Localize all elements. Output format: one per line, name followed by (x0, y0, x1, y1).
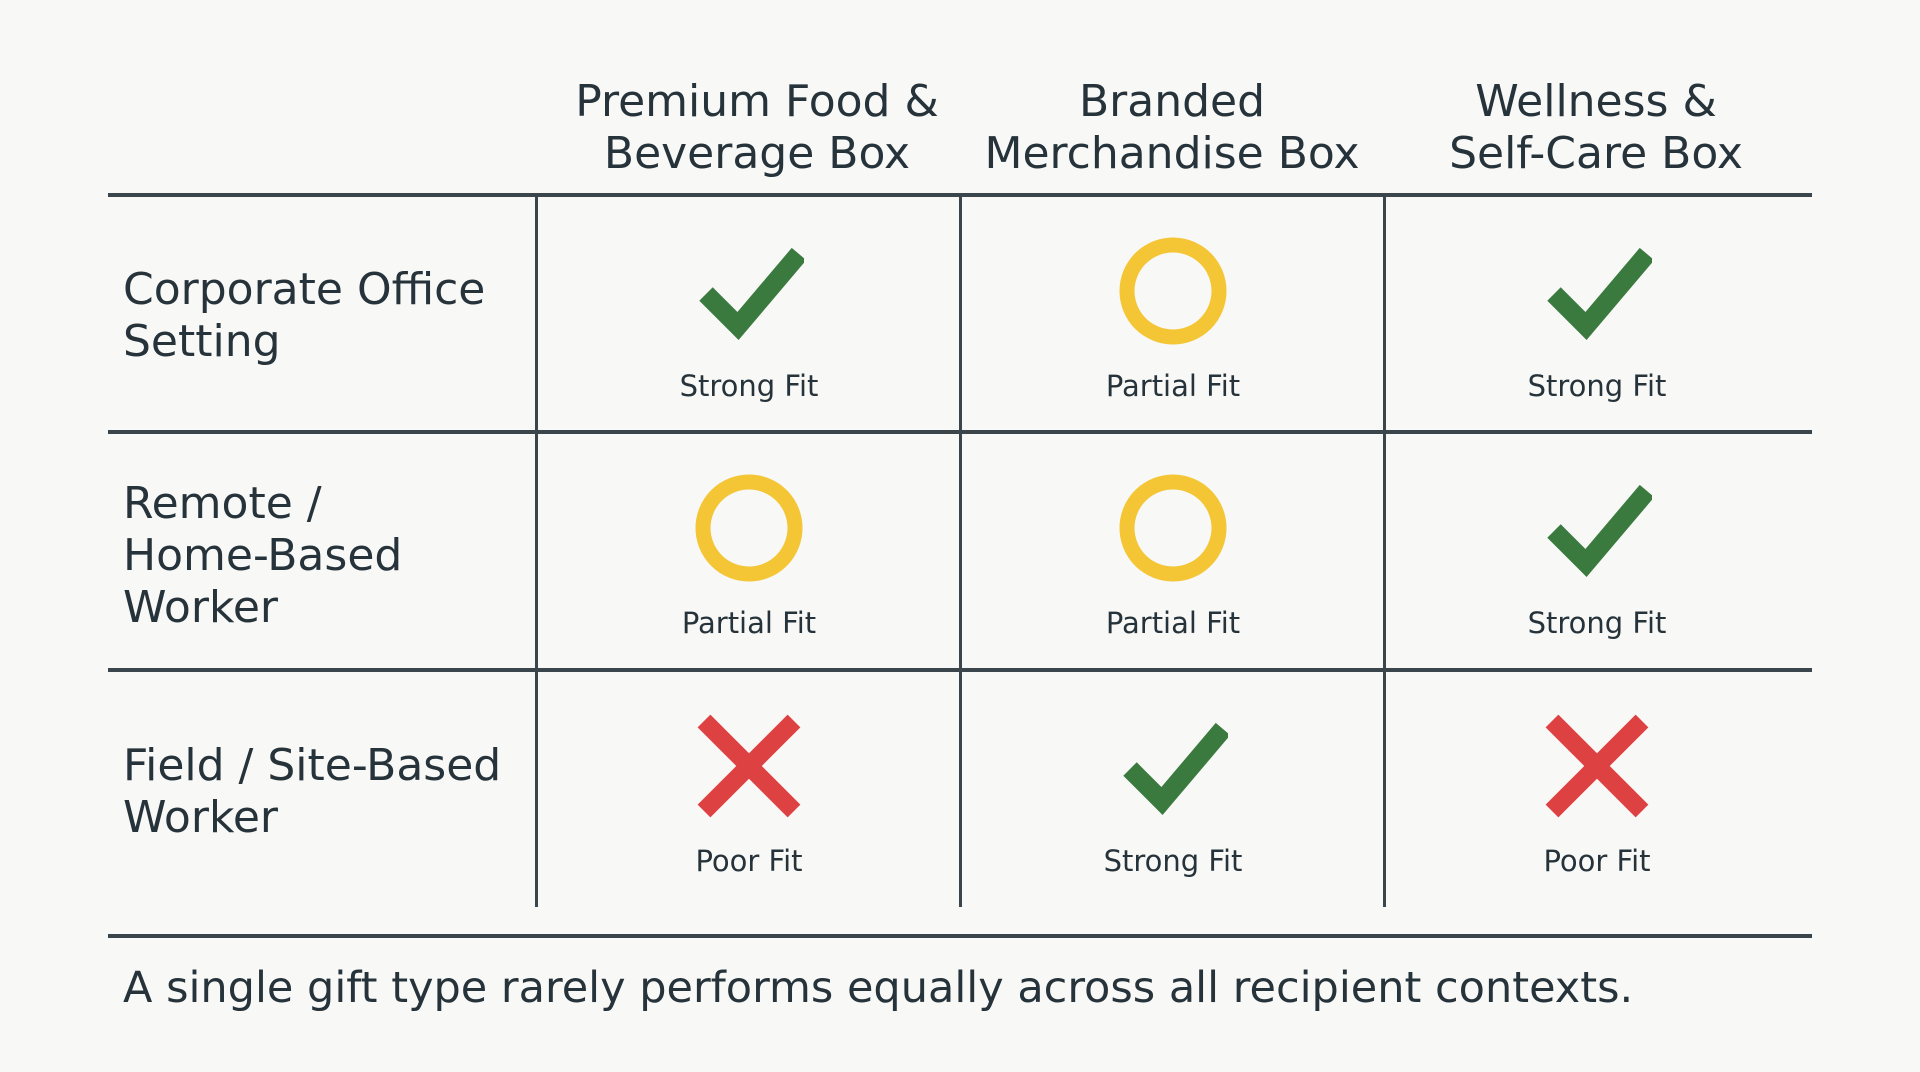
column-divider-3 (1383, 196, 1386, 907)
header-divider (108, 193, 1812, 197)
cell-remote-food: Partial Fit (537, 433, 961, 669)
cross-icon (697, 714, 801, 818)
cell-field-merchandise: Strong Fit (961, 671, 1385, 907)
column-header-merchandise: Branded Merchandise Box (984, 76, 1360, 179)
cross-icon (1545, 714, 1649, 818)
circle-icon (1119, 237, 1227, 345)
rating-label: Poor Fit (1543, 844, 1651, 878)
circle-icon (695, 474, 803, 582)
column-header-food-beverage: Premium Food & Beverage Box (575, 76, 939, 179)
rating-label: Poor Fit (695, 844, 803, 878)
column-header-wellness: Wellness & Self-Care Box (1449, 76, 1743, 179)
cell-field-food: Poor Fit (537, 671, 961, 907)
rating-label: Strong Fit (679, 369, 819, 403)
rating-label: Strong Fit (1103, 844, 1243, 878)
footnote: A single gift type rarely performs equal… (123, 963, 1634, 1013)
cell-corporate-wellness: Strong Fit (1385, 196, 1809, 432)
rating-label: Partial Fit (1105, 606, 1241, 640)
cell-field-wellness: Poor Fit (1385, 671, 1809, 907)
check-icon (1547, 484, 1652, 578)
row-header-field-worker: Field / Site-Based Worker (123, 740, 502, 843)
column-divider-1 (535, 196, 538, 907)
footer-divider (108, 934, 1812, 938)
check-icon (1123, 722, 1228, 816)
row-header-corporate-office: Corporate Office Setting (123, 264, 486, 367)
rating-label: Partial Fit (1105, 369, 1241, 403)
check-icon (1547, 247, 1652, 341)
cell-remote-merchandise: Partial Fit (961, 433, 1385, 669)
column-divider-2 (959, 196, 962, 907)
row-header-remote-worker: Remote / Home-Based Worker (123, 478, 403, 633)
rating-label: Strong Fit (1527, 606, 1667, 640)
check-icon (699, 247, 804, 341)
rating-label: Strong Fit (1527, 369, 1667, 403)
cell-corporate-merchandise: Partial Fit (961, 196, 1385, 432)
cell-corporate-food: Strong Fit (537, 196, 961, 432)
circle-icon (1119, 474, 1227, 582)
cell-remote-wellness: Strong Fit (1385, 433, 1809, 669)
rating-label: Partial Fit (681, 606, 817, 640)
